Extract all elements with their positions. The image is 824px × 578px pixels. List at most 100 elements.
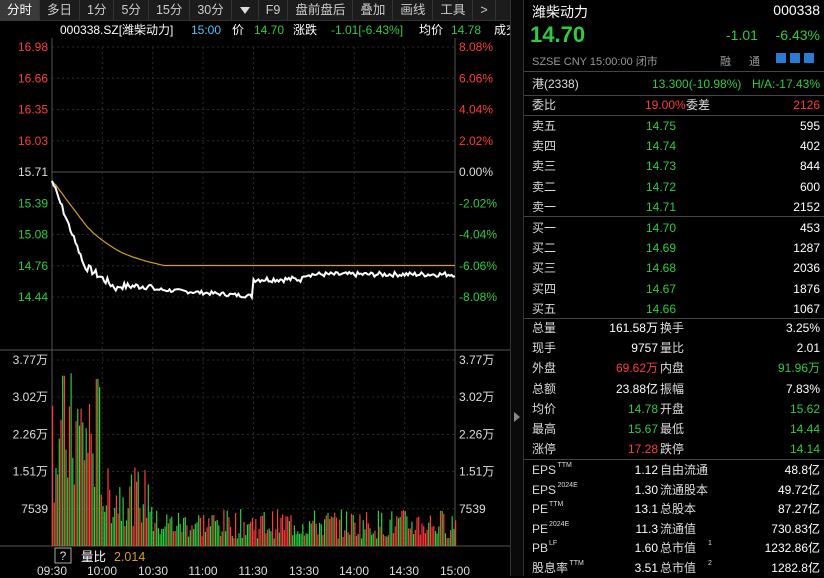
bid-volume: 2036 (793, 261, 820, 276)
volume-bar (448, 537, 450, 546)
tab-dropdown-chevron-down-icon[interactable] (232, 0, 259, 21)
stat-row: 最高 15.67 最低 14.44 (524, 419, 824, 439)
volume-bar (409, 528, 411, 546)
stat-value: 2.01 (796, 341, 820, 356)
fin-label: 自由流通 (660, 463, 709, 477)
tab-0[interactable]: 分时 (0, 0, 41, 21)
volume-bar (181, 531, 183, 546)
tab-5[interactable]: 30分 (190, 0, 232, 21)
volume-tick-label: 7539 (459, 502, 486, 516)
volume-bar (250, 521, 252, 546)
stat-label: 内盘 (660, 361, 685, 376)
fin-row: PE 2024E 11.3 流通值 730.83亿 (524, 519, 824, 539)
volume-bar (183, 518, 185, 546)
stat-value: 7.83% (785, 381, 820, 396)
volume-bar (283, 529, 285, 546)
volume-bar (171, 516, 173, 546)
volume-tick-label: 2.26万 (13, 427, 48, 441)
collapse-arrow-icon[interactable] (514, 412, 520, 422)
info-change-label: 涨跌 (293, 23, 318, 37)
price-tick-label: 16.35 (18, 103, 48, 117)
intraday-chart[interactable]: 16.98 8.08% 16.66 6.06% 16.35 4.04% 16.03 2.02%… (0, 38, 510, 576)
volume-bar (87, 452, 89, 546)
volume-bar (401, 511, 403, 546)
bid-label: 买二 (532, 241, 557, 256)
fin-value: 1232.86亿 (764, 541, 820, 555)
volume-bar (266, 529, 269, 546)
volume-bar (166, 514, 168, 546)
volume-bar (99, 387, 101, 546)
weibi-label: 委比 (532, 98, 557, 112)
fin-value: 1282.8亿 (771, 560, 820, 575)
volume-bar (157, 528, 159, 546)
time-tick-label: 14:30 (389, 564, 419, 576)
tab-2[interactable]: 1分 (80, 0, 115, 21)
pct-tick-label: 6.06% (459, 71, 493, 85)
volume-bar (253, 529, 255, 546)
pct-tick-label: -8.08% (459, 290, 497, 304)
tab-9[interactable]: 画线 (393, 0, 434, 21)
volume-bar (110, 523, 112, 546)
bid-label: 买三 (532, 261, 557, 276)
volume-bar (433, 526, 435, 546)
pct-tick-label: 2.02% (459, 134, 493, 148)
bookmark-icon[interactable] (790, 53, 800, 63)
average-price-line (51, 180, 455, 267)
stat-value: 161.58万 (609, 321, 658, 335)
volume-bar (164, 526, 166, 546)
volume-bar (434, 531, 437, 546)
tab-7[interactable]: 盘前盘后 (288, 0, 354, 21)
volume-bar (139, 507, 141, 546)
volume-bar (423, 526, 425, 546)
tab-8[interactable]: 叠加 (353, 0, 394, 21)
fin-row: PB LF 1.60 总市值 1 1232.86亿 (524, 538, 824, 558)
tab-6[interactable]: F9 (259, 0, 289, 21)
tab-4[interactable]: 15分 (149, 0, 191, 21)
fin-sup: 2 (708, 559, 712, 567)
volume-bar (248, 524, 250, 546)
volume-bar (374, 530, 376, 546)
volume-bar (251, 518, 253, 546)
bid-volume: 1067 (793, 301, 820, 316)
edit-icon[interactable] (776, 53, 786, 63)
period-tabbar: 分时 多日 1分 5分 15分 30分 F9 盘前盘后 叠加 画线 工具 > (0, 0, 510, 21)
volume-bar (117, 513, 119, 546)
panel-divider[interactable] (510, 0, 524, 576)
ratio-label: 量比 (81, 550, 106, 564)
volume-bar (136, 481, 138, 546)
tab-11[interactable]: > (473, 0, 496, 21)
volume-bar (203, 515, 205, 546)
stat-label: 最低 (660, 422, 685, 436)
volume-bar (209, 526, 211, 546)
stat-value: 17.28 (627, 442, 658, 457)
volume-bar (303, 535, 306, 546)
volume-bar (347, 532, 349, 546)
volume-bar (124, 526, 126, 546)
volume-bar (176, 525, 178, 546)
volume-bar (104, 511, 106, 546)
volume-bar (235, 512, 237, 546)
separator (524, 71, 824, 72)
tab-1[interactable]: 多日 (40, 0, 81, 21)
stat-label: 总额 (532, 381, 557, 396)
volume-bar (265, 533, 267, 546)
tab-10[interactable]: 工具 (433, 0, 474, 21)
volume-bar (125, 520, 128, 546)
ratio-value: 2.014 (114, 550, 145, 564)
pct-tick-label: -2.02% (459, 196, 497, 210)
volume-bar (53, 502, 55, 546)
volume-tick-label: 2.26万 (459, 427, 494, 441)
tab-3[interactable]: 5分 (114, 0, 149, 21)
bid-price: 14.68 (646, 261, 677, 276)
fin-label: 股息率 (532, 560, 569, 575)
help-icon[interactable] (54, 547, 72, 564)
volume-bar (278, 532, 280, 546)
weibi-row: 委比 19.00% 委差 2126 (524, 95, 824, 115)
volume-bar (62, 375, 64, 546)
volume-bar (245, 535, 247, 546)
volume-bar (344, 530, 346, 546)
more-icon[interactable] (804, 53, 814, 63)
volume-bar (307, 533, 309, 546)
price-tick-label: 15.71 (18, 165, 48, 179)
stock-code: 000338 (773, 2, 820, 18)
